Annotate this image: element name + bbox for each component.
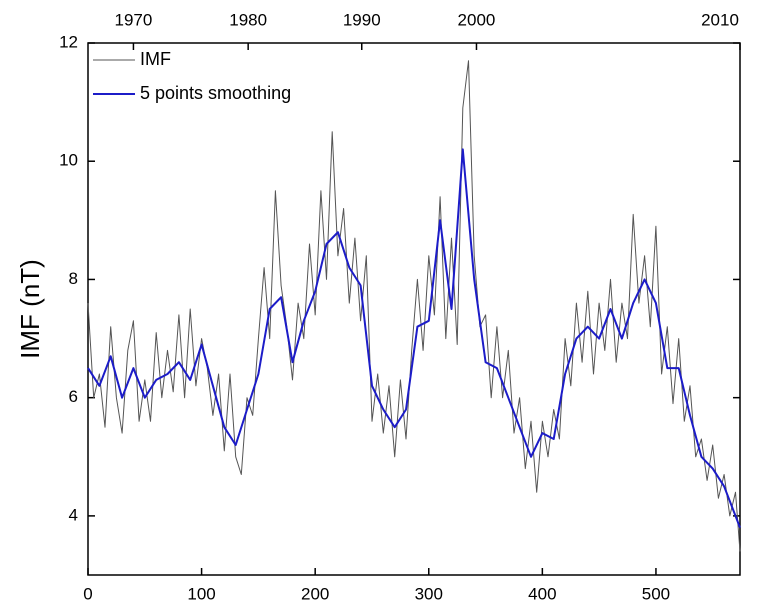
x-tick-label: 0 [83, 584, 92, 603]
x-tick-label: 500 [642, 584, 670, 603]
y-axis-title: IMF (nT) [15, 259, 45, 359]
y-tick-label: 4 [69, 505, 78, 524]
legend-label: 5 points smoothing [140, 83, 291, 103]
plot-frame [87, 42, 741, 576]
top-tick-label: 2000 [458, 10, 496, 29]
x-tick-label: 400 [528, 584, 556, 603]
top-tick-label: 1980 [229, 10, 267, 29]
x-tick-label: 300 [415, 584, 443, 603]
x-tick-label: 100 [187, 584, 215, 603]
top-tick-label: 2010 [701, 10, 739, 29]
x-tick-label: 200 [301, 584, 329, 603]
top-tick-label: 1990 [343, 10, 381, 29]
y-tick-label: 6 [69, 387, 78, 406]
series-line [87, 148, 741, 529]
y-tick-label: 8 [69, 269, 78, 288]
series-line [87, 60, 741, 552]
y-tick-label: 10 [59, 151, 78, 170]
legend-label: IMF [140, 49, 171, 69]
y-tick-label: 12 [59, 32, 78, 51]
top-tick-label: 1970 [115, 10, 153, 29]
